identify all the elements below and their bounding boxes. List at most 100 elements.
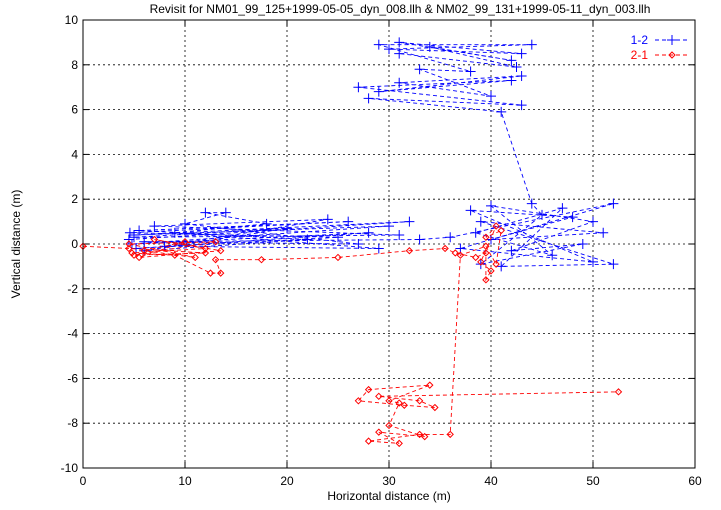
x-tick-label: 40: [484, 474, 498, 488]
y-tick-label: -2: [67, 282, 78, 296]
data-point: [125, 240, 133, 248]
data-point: [441, 244, 449, 253]
series-layer: [79, 37, 623, 448]
data-point: [537, 209, 547, 220]
y-tick-label: 8: [71, 58, 78, 72]
data-point: [511, 62, 522, 73]
data-point: [333, 232, 343, 243]
data-point: [373, 39, 384, 50]
data-point: [516, 48, 527, 59]
data-point: [404, 216, 415, 227]
data-point: [482, 242, 490, 250]
data-point: [140, 247, 148, 255]
data-point: [394, 77, 405, 88]
data-point: [135, 253, 143, 262]
data-point: [486, 234, 496, 245]
x-tick-label: 30: [382, 474, 396, 488]
data-point: [191, 253, 199, 262]
data-point: [375, 428, 383, 436]
data-point: [150, 235, 159, 244]
data-point: [159, 241, 170, 252]
data-point: [506, 245, 517, 256]
data-point: [415, 430, 424, 439]
data-point: [201, 249, 210, 257]
data-point: [608, 259, 619, 270]
data-point: [557, 203, 568, 214]
data-point: [426, 381, 434, 389]
data-point: [526, 39, 537, 50]
data-point: [394, 230, 405, 241]
data-point: [482, 249, 490, 257]
data-point: [384, 44, 394, 55]
data-point: [400, 401, 409, 409]
plot-frame: [82, 19, 696, 469]
data-point: [516, 100, 527, 111]
data-point: [334, 253, 342, 262]
data-point: [414, 234, 425, 245]
data-point: [364, 437, 373, 445]
y-tick-label: -6: [67, 371, 78, 385]
data-point: [496, 106, 507, 117]
legend-marker: [668, 51, 676, 59]
data-point: [506, 75, 517, 86]
y-tick-label: 6: [71, 103, 78, 117]
data-point: [129, 232, 139, 243]
data-point: [201, 244, 210, 253]
data-point: [363, 227, 374, 238]
data-point: [424, 41, 435, 52]
data-point: [139, 236, 150, 247]
data-point: [547, 250, 558, 261]
data-point: [211, 255, 220, 264]
data-point: [394, 48, 405, 59]
data-point: [577, 239, 588, 249]
data-point: [373, 86, 384, 97]
data-point: [456, 251, 465, 259]
data-point: [216, 247, 225, 255]
chart-title: Revisit for NM01_99_125+1999-05-05_dyn_0…: [150, 2, 651, 16]
data-point: [431, 403, 439, 412]
data-point: [492, 260, 500, 268]
data-point: [608, 198, 619, 209]
series-line: [82, 225, 619, 444]
data-point: [465, 205, 476, 216]
data-point: [405, 247, 414, 255]
data-point: [180, 218, 190, 229]
data-point: [598, 227, 609, 238]
data-point: [482, 276, 490, 284]
data-point: [385, 397, 393, 405]
data-point: [475, 259, 486, 270]
series-1-2: [123, 37, 619, 272]
y-tick-label: -8: [67, 416, 78, 430]
data-point: [486, 91, 496, 102]
data-point: [282, 223, 292, 234]
data-point: [353, 82, 364, 93]
data-point: [169, 227, 180, 238]
x-tick-label: 20: [280, 474, 294, 488]
y-tick-label: -4: [67, 327, 78, 341]
x-tick-label: 10: [178, 474, 192, 488]
y-tick-label: -10: [61, 461, 79, 475]
data-point: [516, 71, 527, 81]
data-point: [497, 226, 505, 235]
data-point: [486, 200, 496, 211]
data-point: [125, 244, 133, 253]
data-point: [475, 216, 486, 227]
y-tick-label: 2: [71, 192, 78, 206]
data-point: [130, 251, 138, 259]
data-point: [128, 249, 136, 257]
x-tick-label: 60: [688, 474, 702, 488]
y-tick-label: 10: [65, 13, 79, 27]
legend: 1-22-1: [631, 33, 690, 62]
data-point: [134, 225, 145, 236]
data-point: [506, 55, 517, 66]
legend-label: 1-2: [631, 33, 649, 47]
data-point: [614, 388, 623, 396]
data-point: [445, 232, 456, 243]
x-tick-label: 0: [80, 474, 87, 488]
data-point: [354, 397, 363, 405]
data-point: [220, 207, 231, 218]
series-2-1: [79, 222, 623, 448]
data-point: [302, 234, 313, 245]
